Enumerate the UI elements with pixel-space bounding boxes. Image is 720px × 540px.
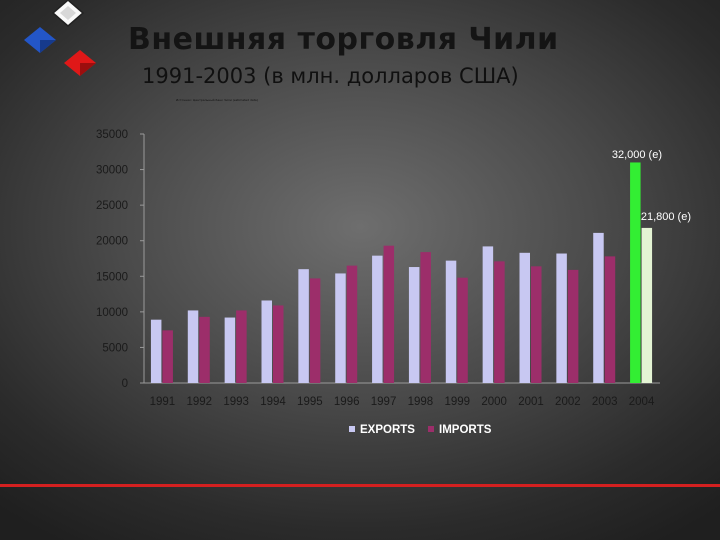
bar-imports-2004 (641, 227, 653, 383)
y-tick-label: 25000 (96, 200, 128, 212)
bar-imports-1999 (457, 277, 468, 383)
y-tick-label: 5000 (102, 342, 128, 354)
bar-exports-2002 (556, 253, 567, 383)
bars (150, 162, 653, 383)
slide-subtitle: 1991-2003 (в млн. долларов США) (142, 64, 519, 88)
y-tick-label: 35000 (96, 129, 128, 141)
bar-imports-1995 (309, 278, 321, 383)
logo-diamond-white-inner (60, 6, 76, 20)
bar-exports-1994 (261, 300, 272, 383)
legend: EXPORTS IMPORTS (349, 424, 492, 436)
bar-imports-1998 (420, 252, 431, 383)
x-tick-label: 2002 (555, 396, 581, 408)
bar-imports-2003 (604, 256, 616, 383)
bar-exports-2003 (593, 232, 604, 383)
bar-exports-1998 (408, 267, 420, 383)
slide-title: Внешняя торговля Чили (128, 22, 559, 57)
annotation-label: 32,000 (e) (612, 149, 662, 161)
bar-imports-2001 (531, 266, 542, 383)
logo-diamond-blue-shade (40, 40, 56, 53)
bar-exports-1995 (298, 269, 309, 383)
bar-imports-1992 (199, 316, 210, 383)
annotations: 32,000 (e) 21,800 (e) (612, 149, 691, 223)
x-axis-labels: 1991 1992 1993 1994 1995 1996 1997 1998 1999 2000… (150, 396, 655, 408)
bar-imports-1991 (162, 330, 173, 383)
bar-exports-1991 (150, 319, 162, 383)
x-tick-label: 1993 (223, 396, 249, 408)
bar-imports-1996 (346, 265, 358, 383)
x-tick-label: 1994 (260, 396, 286, 408)
legend-swatch (349, 426, 355, 432)
x-tick-label: 1995 (297, 396, 323, 408)
bar-imports-1994 (273, 305, 284, 383)
x-tick-label: 1996 (334, 396, 360, 408)
bar-exports-1996 (335, 273, 346, 383)
annotation-label: 21,800 (e) (641, 211, 691, 223)
x-tick-label: 1999 (444, 396, 470, 408)
x-tick-label: 2000 (481, 396, 507, 408)
bar-exports-2001 (519, 252, 530, 383)
bar-exports-1999 (445, 260, 457, 383)
accent-line (0, 484, 720, 487)
bar-exports-2004 (630, 162, 641, 383)
x-tick-label: 2001 (518, 396, 544, 408)
y-tick-label: 20000 (96, 236, 128, 248)
bar-imports-2000 (494, 261, 505, 383)
bar-exports-2000 (482, 246, 494, 383)
bar-imports-1993 (236, 310, 247, 383)
trade-bar-chart: 0 5000 10000 15000 20000 25000 30000 35000 1991… (96, 129, 691, 436)
x-tick-label: 1992 (186, 396, 212, 408)
x-tick-label: 2003 (592, 396, 618, 408)
x-tick-label: 1991 (150, 396, 176, 408)
x-tick-label: 1998 (408, 396, 434, 408)
logo-diamond-red-shade (80, 63, 96, 76)
bar-exports-1993 (224, 317, 236, 383)
x-tick-label: 2004 (629, 396, 655, 408)
x-tick-label: 1997 (371, 396, 397, 408)
y-tick-label: 10000 (96, 307, 128, 319)
legend-swatch (428, 426, 434, 432)
legend-label: IMPORTS (439, 424, 492, 436)
bar-imports-1997 (383, 245, 395, 383)
chart-source-note: Источник: Центральный банк Чили (estimat… (176, 98, 258, 102)
legend-label: EXPORTS (360, 424, 415, 436)
bar-exports-1992 (187, 310, 199, 383)
bar-imports-2002 (567, 269, 579, 383)
y-tick-label: 30000 (96, 165, 128, 177)
y-tick-label: 0 (122, 378, 128, 390)
bar-exports-1997 (372, 255, 383, 383)
logo (24, 0, 96, 76)
y-tick-label: 15000 (96, 271, 128, 283)
